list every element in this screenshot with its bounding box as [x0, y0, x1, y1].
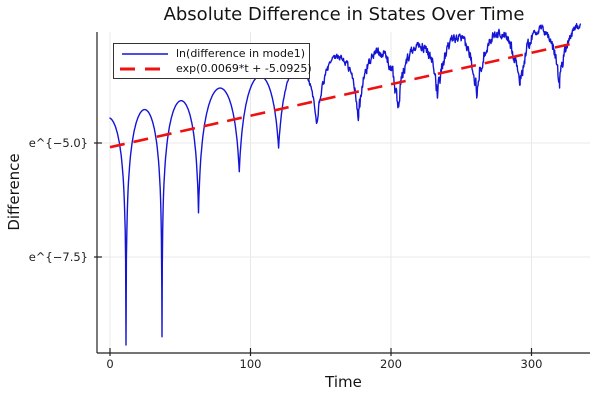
axes: [94, 32, 590, 356]
legend-label-exp-fit: exp(0.0069*t + -5.0925): [176, 62, 312, 75]
chart-title: Absolute Difference in States Over Time: [163, 4, 525, 25]
legend: ln(difference in mode1) exp(0.0069*t + -…: [113, 43, 312, 79]
tick-labels: 0 100 200 300 e^{−5.0} e^{−7.5}: [29, 136, 543, 371]
x-tick-label: 100: [240, 357, 262, 371]
legend-line-sample-dashed: [120, 67, 170, 70]
x-tick-label: 200: [380, 357, 402, 371]
y-tick-label: e^{−7.5}: [29, 250, 88, 264]
x-axis-label: Time: [325, 373, 362, 391]
x-tick-label: 0: [106, 357, 113, 371]
y-axis-label: Difference: [5, 153, 23, 231]
plot-series: [109, 23, 582, 346]
x-tick-label: 300: [521, 357, 543, 371]
legend-line-sample-solid: [122, 52, 168, 55]
y-tick-label: e^{−5.0}: [29, 136, 88, 150]
legend-label-ln-difference: ln(difference in mode1): [176, 47, 306, 60]
series-exp-fit-line: [109, 41, 579, 149]
legend-item-exp-fit: exp(0.0069*t + -5.0925): [120, 61, 312, 76]
gridlines: [97, 32, 590, 353]
legend-item-ln-difference: ln(difference in mode1): [120, 46, 306, 61]
series-ln-difference-line: [109, 23, 582, 346]
